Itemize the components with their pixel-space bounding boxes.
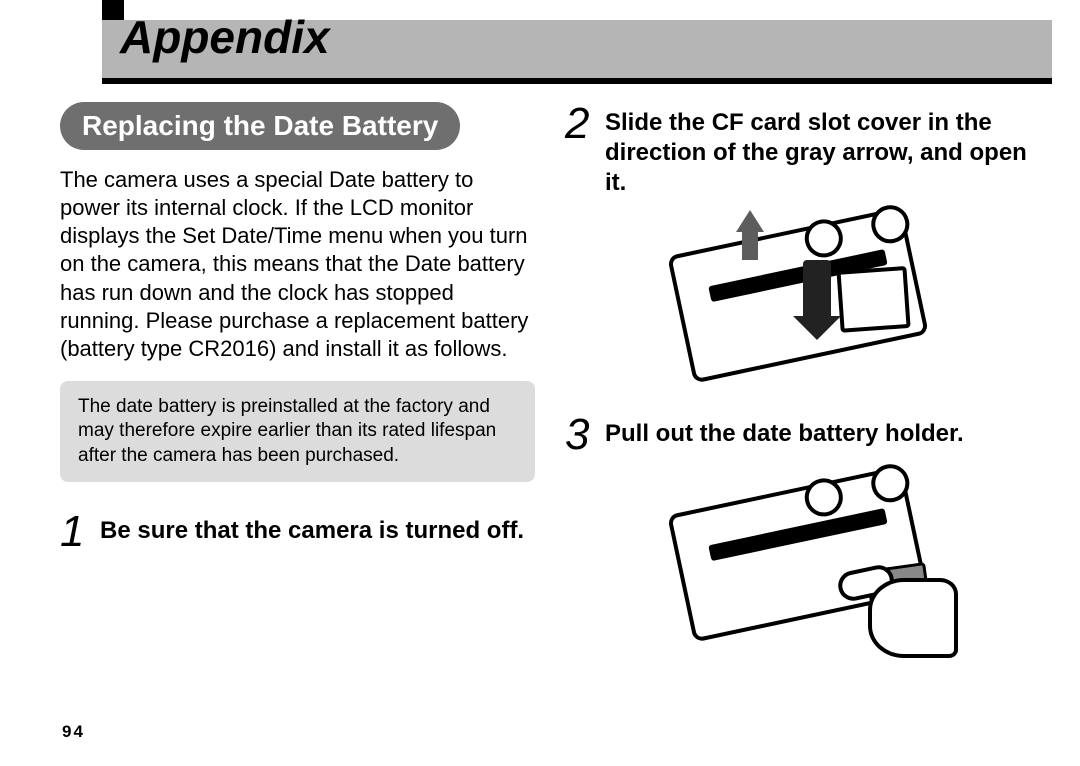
figure-step-3 xyxy=(638,469,968,654)
figure-step-2 xyxy=(638,210,968,395)
step-1: 1 Be sure that the camera is turned off. xyxy=(60,510,535,554)
camera-dial-icon xyxy=(801,216,846,261)
step-instruction: Pull out the date battery holder. xyxy=(605,413,964,449)
section-heading-pill: Replacing the Date Battery xyxy=(60,102,460,150)
slot-cover-icon xyxy=(836,266,910,333)
step-3: 3 Pull out the date battery holder. xyxy=(565,413,1040,457)
section-intro: The camera uses a special Date battery t… xyxy=(60,166,535,363)
left-column: Replacing the Date Battery The camera us… xyxy=(60,102,535,746)
step-2: 2 Slide the CF card slot cover in the di… xyxy=(565,102,1040,198)
content-area: Replacing the Date Battery The camera us… xyxy=(60,102,1040,746)
step-instruction: Slide the CF card slot cover in the dire… xyxy=(605,102,1040,198)
camera-dial-icon xyxy=(867,202,912,247)
step-number: 3 xyxy=(565,413,595,457)
page-title: Appendix xyxy=(120,10,330,64)
step-instruction: Be sure that the camera is turned off. xyxy=(100,510,524,546)
camera-dial-icon xyxy=(801,475,846,520)
dark-arrow-down-icon xyxy=(803,260,831,320)
hand-illustration xyxy=(838,538,958,658)
step-number: 1 xyxy=(60,510,90,554)
note-box: The date battery is preinstalled at the … xyxy=(60,381,535,482)
right-column: 2 Slide the CF card slot cover in the di… xyxy=(565,102,1040,746)
camera-illustration xyxy=(667,206,929,383)
hand-palm-icon xyxy=(868,578,958,658)
camera-dial-icon xyxy=(867,461,912,506)
page-number: 94 xyxy=(62,722,85,742)
step-number: 2 xyxy=(565,102,595,146)
gray-arrow-up-icon xyxy=(736,210,764,232)
header-underline xyxy=(102,78,1052,84)
